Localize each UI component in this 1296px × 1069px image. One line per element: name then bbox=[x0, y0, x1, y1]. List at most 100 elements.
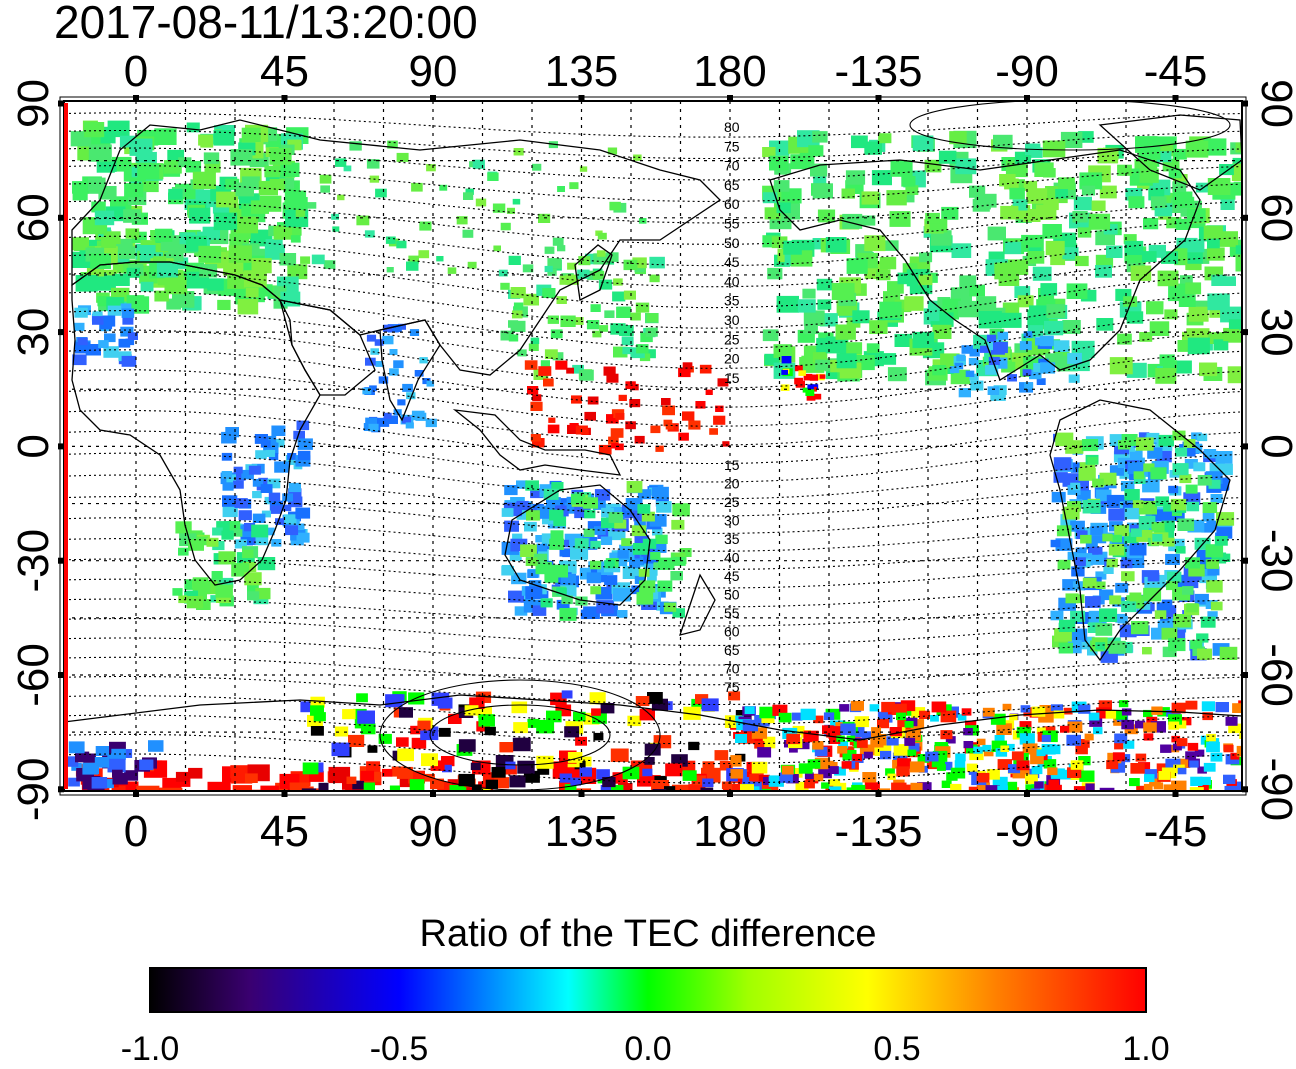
tec-cell bbox=[634, 435, 645, 444]
tec-cell bbox=[491, 767, 506, 778]
tec-cell bbox=[894, 333, 912, 347]
tec-cell bbox=[555, 360, 568, 370]
tec-cell bbox=[100, 132, 116, 144]
tec-cell bbox=[547, 268, 557, 276]
tec-cell bbox=[475, 198, 487, 207]
tec-cell bbox=[862, 772, 877, 783]
tec-cell bbox=[425, 418, 437, 428]
tec-cell bbox=[248, 465, 261, 475]
tec-cell bbox=[1146, 716, 1158, 725]
tec-cell bbox=[463, 192, 474, 200]
tec-cell bbox=[695, 401, 706, 409]
tec-cell bbox=[759, 706, 775, 719]
tec-cell bbox=[815, 359, 830, 371]
tec-cell bbox=[891, 782, 907, 791]
tec-cell bbox=[892, 752, 908, 764]
tec-cell bbox=[1053, 457, 1072, 471]
tec-cell bbox=[673, 556, 686, 566]
tec-cell bbox=[655, 534, 668, 544]
tec-cell bbox=[528, 343, 539, 351]
tec-cell bbox=[211, 571, 223, 580]
tec-cell bbox=[1077, 227, 1092, 238]
tec-cell bbox=[1122, 502, 1135, 511]
tec-cell bbox=[889, 727, 902, 737]
tec-cell bbox=[442, 764, 452, 773]
tec-cell bbox=[389, 785, 400, 791]
tec-cell bbox=[688, 784, 706, 791]
tec-cell bbox=[1183, 495, 1195, 504]
tec-cell bbox=[265, 449, 276, 457]
tec-cell bbox=[101, 778, 114, 789]
tec-cell bbox=[1099, 787, 1115, 791]
tec-cell bbox=[264, 527, 275, 536]
tec-cell bbox=[637, 504, 651, 514]
tec-cell bbox=[721, 781, 733, 790]
tec-cell bbox=[782, 727, 798, 740]
tec-cell bbox=[217, 299, 231, 310]
tec-cell bbox=[540, 360, 550, 368]
tec-cell bbox=[537, 765, 550, 775]
tec-cell bbox=[189, 207, 211, 224]
tec-cell bbox=[776, 295, 799, 313]
tec-cell bbox=[129, 138, 153, 156]
tec-cell bbox=[91, 201, 106, 213]
tec-cell bbox=[1179, 196, 1195, 208]
tec-cell bbox=[956, 354, 966, 362]
tec-cell bbox=[275, 518, 285, 525]
tec-cell bbox=[901, 176, 916, 187]
tec-cell bbox=[1174, 360, 1192, 374]
tec-cell bbox=[617, 550, 629, 559]
tec-cell bbox=[250, 789, 272, 791]
tec-cell bbox=[175, 521, 192, 534]
tec-cell bbox=[198, 134, 213, 146]
tec-cell bbox=[804, 323, 818, 335]
tec-cell bbox=[509, 551, 522, 561]
tec-cell bbox=[523, 293, 539, 306]
tec-cell bbox=[419, 357, 428, 364]
contour-labels: 80 75 70 65 60 55 50 45 40 35 30 25 20 15 15 20 25 30 35 40… bbox=[724, 119, 740, 695]
tec-cell bbox=[912, 135, 934, 151]
tec-cell bbox=[665, 423, 674, 430]
tec-cell bbox=[1161, 599, 1173, 608]
tec-cell bbox=[1127, 461, 1144, 475]
tec-cell bbox=[1156, 450, 1172, 463]
contour-line bbox=[64, 578, 1241, 608]
tec-cell bbox=[501, 508, 514, 517]
colorbar bbox=[149, 967, 1147, 1013]
tec-cell bbox=[768, 775, 784, 787]
tec-cell bbox=[101, 236, 117, 248]
tec-cell bbox=[512, 737, 531, 752]
tec-cell bbox=[164, 277, 188, 295]
tec-cell bbox=[1176, 738, 1188, 747]
tec-cell bbox=[656, 501, 672, 513]
tec-cell bbox=[323, 260, 336, 269]
tec-cell bbox=[1002, 302, 1020, 315]
tec-cell bbox=[504, 485, 518, 496]
tec-cell bbox=[247, 591, 260, 601]
tec-cell bbox=[841, 188, 855, 199]
tec-cell bbox=[804, 772, 814, 779]
tec-cell bbox=[1005, 160, 1028, 178]
tec-cell bbox=[1042, 224, 1062, 239]
tec-cell bbox=[389, 349, 398, 355]
tec-cell bbox=[610, 748, 629, 762]
tec-cell bbox=[896, 766, 910, 777]
tec-cell bbox=[396, 152, 409, 162]
tec-cell bbox=[318, 782, 329, 791]
tec-cell bbox=[1189, 443, 1203, 454]
colorbar-title: Ratio of the TEC difference bbox=[420, 913, 877, 955]
tec-cell bbox=[617, 610, 628, 618]
tec-cell bbox=[679, 548, 692, 557]
lon-label-bottom: -90 bbox=[995, 807, 1059, 856]
tec-cell bbox=[126, 267, 140, 278]
tec-cell bbox=[968, 357, 979, 366]
tec-cell bbox=[1080, 289, 1097, 302]
tec-cell bbox=[472, 159, 485, 169]
tec-cell bbox=[1041, 734, 1051, 742]
tec-cell bbox=[499, 742, 514, 753]
tec-cell bbox=[1060, 514, 1076, 526]
tec-cell bbox=[806, 394, 816, 401]
tec-cell bbox=[1151, 627, 1167, 640]
tec-cell bbox=[1191, 432, 1202, 441]
lat-label-right: 90 bbox=[1252, 79, 1296, 128]
